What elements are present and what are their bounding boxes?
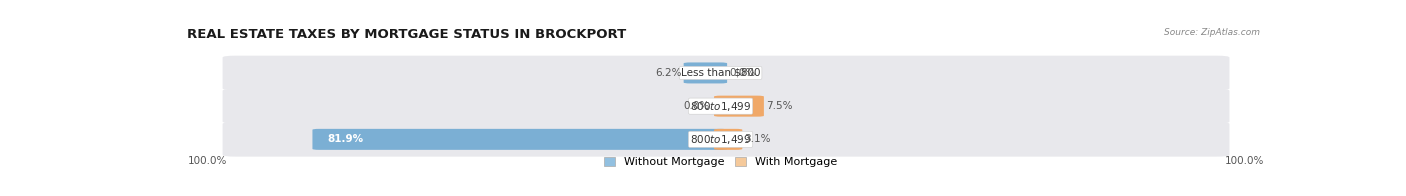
FancyBboxPatch shape bbox=[222, 122, 1229, 157]
FancyBboxPatch shape bbox=[714, 96, 763, 117]
Text: $800 to $1,499: $800 to $1,499 bbox=[690, 133, 751, 146]
Text: $800 to $1,499: $800 to $1,499 bbox=[690, 100, 751, 113]
Text: Source: ZipAtlas.com: Source: ZipAtlas.com bbox=[1164, 28, 1260, 37]
FancyBboxPatch shape bbox=[222, 89, 1229, 123]
Text: 100.0%: 100.0% bbox=[187, 156, 226, 166]
Text: REAL ESTATE TAXES BY MORTGAGE STATUS IN BROCKPORT: REAL ESTATE TAXES BY MORTGAGE STATUS IN … bbox=[187, 28, 626, 41]
FancyBboxPatch shape bbox=[222, 56, 1229, 90]
Text: 3.1%: 3.1% bbox=[745, 134, 770, 144]
FancyBboxPatch shape bbox=[312, 129, 727, 150]
Text: 100.0%: 100.0% bbox=[1225, 156, 1264, 166]
Text: 81.9%: 81.9% bbox=[328, 134, 364, 144]
Text: 7.5%: 7.5% bbox=[766, 101, 793, 111]
Text: 0.0%: 0.0% bbox=[683, 101, 710, 111]
Text: 0.0%: 0.0% bbox=[730, 68, 755, 78]
Text: Less than $800: Less than $800 bbox=[681, 68, 761, 78]
FancyBboxPatch shape bbox=[714, 129, 742, 150]
Legend: Without Mortgage, With Mortgage: Without Mortgage, With Mortgage bbox=[599, 152, 842, 172]
FancyBboxPatch shape bbox=[683, 63, 727, 83]
Text: 6.2%: 6.2% bbox=[655, 68, 682, 78]
